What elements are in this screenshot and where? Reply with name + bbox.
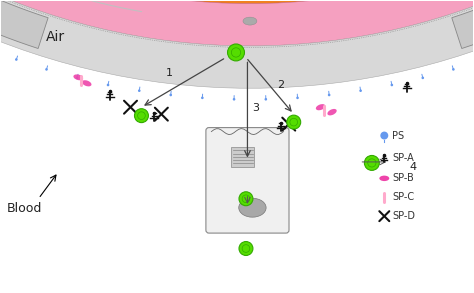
Text: SP-C: SP-C: [392, 192, 414, 202]
Circle shape: [421, 76, 424, 79]
Ellipse shape: [73, 74, 83, 80]
Circle shape: [228, 44, 245, 61]
Circle shape: [15, 58, 18, 61]
Circle shape: [138, 89, 141, 92]
Text: SP-A: SP-A: [392, 154, 414, 163]
Text: SP-B: SP-B: [392, 173, 414, 183]
Circle shape: [365, 156, 379, 171]
Circle shape: [452, 68, 455, 71]
Circle shape: [264, 98, 267, 100]
Text: PS: PS: [392, 131, 404, 141]
Text: Blood: Blood: [7, 202, 43, 215]
Ellipse shape: [82, 80, 91, 86]
Text: SP-D: SP-D: [392, 211, 415, 221]
Circle shape: [239, 241, 253, 255]
Circle shape: [76, 76, 78, 79]
Circle shape: [380, 132, 388, 139]
Circle shape: [45, 68, 48, 71]
Circle shape: [287, 115, 301, 129]
FancyBboxPatch shape: [206, 127, 289, 233]
Text: 3: 3: [253, 103, 259, 113]
Polygon shape: [0, 0, 474, 46]
Ellipse shape: [316, 104, 325, 110]
Text: Air: Air: [46, 30, 65, 44]
Polygon shape: [0, 0, 474, 88]
Ellipse shape: [379, 176, 389, 181]
Ellipse shape: [328, 109, 337, 115]
Ellipse shape: [243, 17, 257, 25]
Circle shape: [391, 84, 393, 86]
Circle shape: [135, 109, 148, 122]
Text: 4: 4: [409, 162, 416, 172]
Text: 2: 2: [277, 80, 284, 90]
Polygon shape: [0, 0, 474, 4]
Circle shape: [233, 98, 236, 100]
Circle shape: [169, 94, 172, 96]
Ellipse shape: [239, 198, 266, 217]
Text: 1: 1: [165, 68, 173, 78]
FancyBboxPatch shape: [231, 147, 255, 167]
Polygon shape: [452, 0, 474, 49]
Circle shape: [201, 96, 204, 99]
Circle shape: [107, 84, 109, 86]
Circle shape: [296, 96, 299, 99]
Polygon shape: [0, 0, 48, 49]
Circle shape: [328, 94, 330, 96]
Circle shape: [239, 192, 253, 206]
Circle shape: [359, 89, 362, 92]
